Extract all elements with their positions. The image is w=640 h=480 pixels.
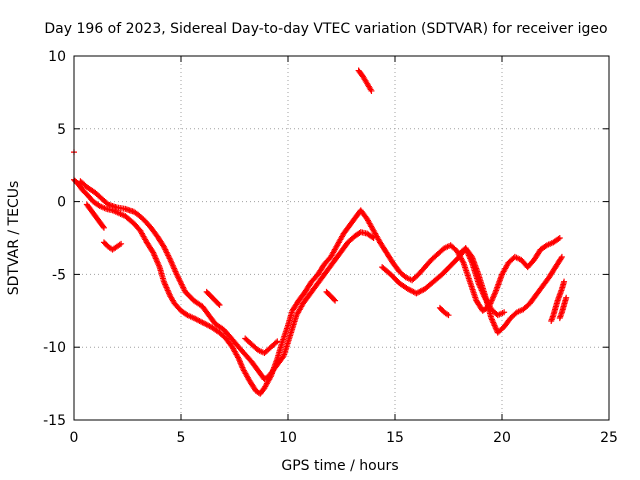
- x-tick-label: 10: [279, 430, 297, 446]
- chart-title: Day 196 of 2023, Sidereal Day-to-day VTE…: [44, 21, 607, 37]
- x-tick-label: 5: [177, 430, 186, 446]
- x-axis-label: GPS time / hours: [281, 458, 398, 474]
- series-track-k: [436, 304, 452, 319]
- series-track-m: [242, 335, 281, 357]
- data-marks: [71, 67, 570, 397]
- axis-ticks: 0 5 10 15 20 25 -15 -10 -5 0 5 10: [43, 49, 618, 446]
- series-track-f: [355, 67, 375, 94]
- y-tick-label: 10: [48, 49, 66, 65]
- x-tick-label: 0: [70, 430, 79, 446]
- y-axis-label: SDTVAR / TECUs: [6, 181, 22, 296]
- x-tick-label: 20: [493, 430, 511, 446]
- data-point: [332, 297, 339, 304]
- data-point: [370, 235, 377, 241]
- y-tick-label: -5: [52, 267, 66, 283]
- y-tick-label: 0: [57, 195, 66, 211]
- data-point: [100, 223, 107, 230]
- data-point: [216, 301, 223, 308]
- x-tick-label: 15: [386, 430, 404, 446]
- series-track-g: [548, 278, 568, 324]
- data-point: [100, 224, 107, 231]
- grid-lines: [74, 56, 609, 420]
- data-point: [561, 278, 568, 285]
- series-track-l: [456, 245, 508, 319]
- data-point: [501, 309, 508, 316]
- series-track-e: [83, 201, 107, 231]
- series-track-i: [203, 288, 223, 308]
- series-track-j: [323, 288, 339, 304]
- data-point: [331, 296, 338, 303]
- series-track-b: [77, 178, 377, 383]
- data-point: [558, 255, 565, 262]
- plot-frame: [73, 55, 610, 421]
- data-point: [445, 312, 452, 319]
- series-track-h: [556, 294, 570, 322]
- data-point: [558, 253, 565, 260]
- series-track-d: [100, 239, 125, 253]
- data-point: [215, 300, 222, 307]
- data-point: [556, 235, 563, 241]
- y-tick-label: 5: [57, 122, 66, 138]
- y-tick-label: -10: [43, 340, 66, 356]
- y-tick-label: -15: [43, 413, 66, 429]
- data-point: [273, 339, 280, 346]
- data-point: [274, 338, 281, 345]
- data-point: [563, 294, 570, 301]
- data-point: [369, 234, 376, 241]
- data-point: [555, 235, 562, 242]
- data-point: [118, 240, 125, 247]
- data-point: [368, 87, 375, 94]
- x-tick-label: 25: [600, 430, 618, 446]
